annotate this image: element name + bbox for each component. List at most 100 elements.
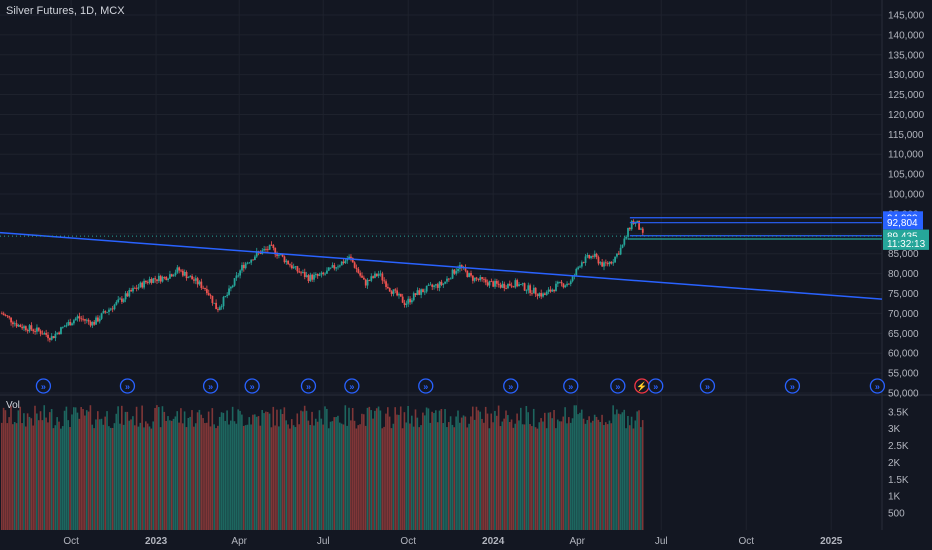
candle-body [255, 251, 258, 257]
event-icon[interactable]: » [418, 378, 434, 394]
candle-body [80, 318, 83, 320]
candle-body [608, 261, 611, 265]
candle-body [141, 282, 144, 288]
candle-body [100, 313, 103, 319]
warning-event-icon[interactable]: ⚡ [634, 378, 650, 394]
price-tick-label: 60,000 [888, 349, 919, 360]
candle-body [597, 257, 600, 264]
volume-bar [616, 409, 618, 530]
volume-pane-label: Vol [6, 400, 20, 411]
event-icon[interactable]: » [784, 378, 801, 394]
volume-bar [623, 409, 626, 530]
event-icon[interactable]: » [699, 378, 716, 394]
candle-body [292, 266, 295, 269]
volume-bar [558, 421, 561, 530]
candle-body [303, 272, 306, 277]
time-axis[interactable]: Oct 2023 Apr Jul Oct 2024 Apr Jul Oct 2025 [63, 536, 842, 547]
volume-bar [523, 424, 526, 530]
price-axis[interactable]: 145,000 140,000 135,000 130,000 125,000 120,0… [888, 10, 925, 399]
candle-body [300, 272, 302, 274]
volume-bar [641, 420, 644, 530]
candle-body [311, 274, 314, 280]
candle-body [39, 330, 42, 334]
event-icon[interactable]: » [869, 378, 886, 394]
volume-bar [159, 427, 162, 530]
event-icon[interactable]: » [244, 378, 260, 394]
volume-bar [96, 411, 99, 530]
event-icon-ring [35, 378, 52, 394]
candle-body [109, 308, 112, 310]
candle-body [584, 256, 587, 263]
volume-bar [266, 411, 269, 530]
event-icon[interactable]: » [202, 378, 219, 394]
candle-body [351, 258, 354, 263]
candle-body [239, 270, 242, 276]
volume-bar [455, 416, 457, 530]
volume-bar [577, 414, 579, 530]
volume-bar [632, 428, 635, 530]
candle-body [115, 301, 118, 305]
volume-bar [187, 417, 190, 530]
volume-bar [15, 423, 18, 530]
candle-body [403, 302, 406, 305]
candle-body [246, 262, 249, 264]
volume-bar [420, 425, 422, 530]
candle-body [248, 262, 251, 264]
volume-bar [303, 405, 306, 530]
volume-bar [76, 412, 79, 530]
candle-body [43, 333, 46, 335]
event-icon[interactable]: » [119, 378, 136, 394]
volume-bar [377, 406, 380, 530]
candle-body [601, 262, 604, 267]
event-icon-glyph: ⚡ [636, 381, 647, 393]
candle-body [289, 264, 291, 266]
volume-bar [132, 416, 134, 530]
volume-bar [418, 427, 420, 530]
volume-bar [459, 422, 461, 530]
candle-body [553, 289, 556, 292]
event-icon-ring [244, 378, 260, 394]
event-icon[interactable]: » [610, 378, 626, 394]
volume-bar [547, 412, 550, 530]
volume-bar [442, 423, 445, 530]
candle-body [198, 281, 201, 285]
volume-bar [274, 425, 276, 530]
candle-body [544, 293, 546, 295]
candle-body [514, 280, 517, 288]
volume-bar [497, 405, 500, 530]
event-icon[interactable]: » [563, 378, 579, 394]
volume-bar [109, 427, 112, 530]
candle-body [388, 288, 391, 292]
volume-bar [399, 406, 402, 530]
candle-body [130, 289, 133, 292]
volume-bar [444, 409, 446, 530]
candle-body [281, 254, 284, 257]
candle-body [444, 281, 447, 284]
candle-body [224, 296, 227, 297]
volume-bar [235, 423, 238, 530]
drawing-overlays[interactable] [0, 217, 883, 300]
event-icon-ring [119, 378, 136, 394]
event-icon[interactable]: » [344, 378, 360, 394]
volume-bar [586, 420, 589, 530]
volume-bar [429, 422, 432, 530]
candle-body [331, 265, 334, 268]
event-icon[interactable]: » [503, 378, 519, 394]
event-icon[interactable]: » [648, 378, 664, 394]
event-icon[interactable]: » [35, 378, 52, 394]
volume-bar [209, 426, 212, 530]
volume-bar [246, 424, 249, 530]
candle-body [616, 253, 618, 257]
candle-body [2, 313, 5, 316]
candle-body [180, 270, 182, 272]
event-markers[interactable]: » » » » » » » » » » ⚡ » » » » [35, 378, 886, 394]
candle-body [625, 236, 628, 239]
candle-body [568, 283, 570, 285]
candle-body [374, 273, 376, 278]
volume-bar [532, 408, 535, 530]
event-icon[interactable]: » [300, 378, 317, 394]
volume-bar [423, 415, 426, 530]
candle-body [431, 284, 434, 287]
volume-bar [287, 424, 289, 530]
